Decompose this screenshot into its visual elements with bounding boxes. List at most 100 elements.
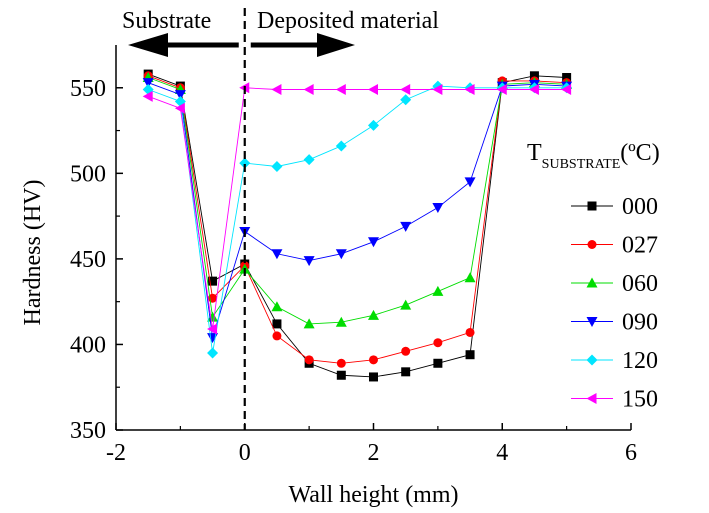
series-layer (142, 69, 573, 382)
x-tick-label: 4 (496, 440, 508, 466)
y-tick-label: 550 (70, 76, 106, 102)
legend-marker (586, 317, 598, 327)
data-point-000 (433, 358, 443, 368)
data-point-090 (207, 333, 219, 344)
data-point-027 (304, 355, 314, 365)
legend-item-000: 000 (571, 194, 658, 220)
data-point-000 (336, 370, 346, 380)
substrate-label: Substrate (122, 8, 211, 34)
data-point-060 (432, 285, 444, 296)
legend-title-main: T (527, 140, 542, 166)
data-point-090 (174, 90, 186, 101)
legend-label: 090 (622, 310, 658, 336)
data-point-090 (464, 177, 476, 188)
data-point-060 (400, 299, 412, 310)
series-line-060 (148, 77, 567, 325)
data-point-027 (272, 331, 282, 341)
data-point-090 (368, 237, 379, 248)
series-000 (143, 69, 572, 382)
legend-marker (586, 277, 598, 288)
series-090 (142, 78, 573, 344)
data-point-150 (368, 83, 378, 95)
annotations: Substrate Deposited material (122, 8, 439, 430)
axes: -2 0 2 4 6 350 400 450 500 550 Wall height (mm) Har… (20, 45, 637, 508)
data-point-000 (272, 319, 282, 329)
legend-label: 027 (622, 233, 658, 259)
data-point-000 (401, 367, 411, 377)
data-point-027 (465, 327, 475, 337)
data-point-120 (335, 140, 347, 152)
data-point-150 (432, 83, 443, 95)
data-point-060 (464, 272, 476, 283)
data-point-150 (142, 90, 153, 102)
legend-title: TSUBSTRATE(ºC) (527, 140, 660, 172)
x-axis-title: Wall height (mm) (288, 482, 458, 508)
y-tick-label: 400 (70, 332, 106, 358)
legend-label: 060 (622, 271, 658, 297)
data-point-120 (207, 347, 219, 359)
data-point-027 (433, 338, 443, 348)
data-point-150 (400, 83, 411, 95)
data-point-060 (303, 318, 315, 329)
data-point-120 (239, 157, 251, 169)
deposited-arrow-head (317, 33, 355, 57)
data-point-000 (465, 350, 475, 360)
data-point-060 (335, 316, 347, 327)
data-point-150 (464, 83, 475, 95)
legend-marker (587, 240, 597, 249)
data-point-150 (528, 83, 539, 95)
x-tick-label: 6 (625, 440, 637, 466)
legend-item-027: 027 (571, 233, 658, 259)
data-point-150 (303, 83, 314, 95)
data-point-120 (271, 160, 283, 172)
series-line-000 (148, 73, 567, 378)
data-point-090 (400, 221, 412, 232)
data-point-150 (335, 83, 346, 95)
legend-item-060: 060 (571, 271, 658, 297)
data-point-090 (303, 256, 315, 267)
data-point-060 (271, 301, 283, 312)
x-tick-label: 2 (368, 440, 380, 466)
data-point-090 (335, 249, 347, 260)
data-point-027 (369, 355, 378, 365)
legend: TSUBSTRATE(ºC) 000 027 060 090 120 150 (527, 140, 660, 413)
data-point-150 (174, 102, 185, 114)
data-point-000 (529, 71, 539, 81)
legend-item-120: 120 (571, 348, 658, 374)
legend-marker (587, 201, 597, 211)
data-point-120 (368, 119, 379, 131)
y-tick-label: 350 (70, 418, 106, 444)
data-point-060 (368, 309, 379, 320)
legend-label: 150 (622, 387, 658, 413)
data-point-027 (336, 358, 346, 368)
series-line-120 (148, 85, 567, 354)
y-tick-label: 450 (70, 247, 106, 273)
data-point-150 (207, 323, 218, 335)
legend-marker (586, 393, 597, 404)
legend-marker (586, 354, 598, 366)
series-line-027 (148, 75, 567, 364)
substrate-arrow-head (128, 33, 168, 57)
series-line-150 (148, 87, 567, 330)
x-tick-label: -2 (106, 440, 126, 466)
y-axis-title: Hardness (HV) (20, 180, 46, 326)
legend-label: 120 (622, 348, 658, 374)
data-point-120 (303, 154, 315, 166)
y-tick-label: 500 (70, 161, 106, 187)
legend-item-090: 090 (571, 310, 658, 336)
data-point-150 (561, 83, 572, 95)
x-tick-label: 0 (239, 440, 251, 466)
data-point-000 (208, 276, 218, 286)
data-point-150 (271, 83, 282, 95)
data-point-027 (401, 346, 411, 356)
legend-item-150: 150 (571, 387, 658, 413)
data-point-090 (271, 249, 283, 260)
data-point-090 (142, 78, 154, 89)
data-point-120 (400, 94, 412, 106)
legend-title-suffix: (ºC) (620, 140, 659, 166)
data-point-000 (369, 372, 378, 382)
deposited-material-label: Deposited material (257, 8, 439, 34)
legend-title-subscript: SUBSTRATE (542, 157, 621, 172)
series-027 (143, 71, 572, 368)
